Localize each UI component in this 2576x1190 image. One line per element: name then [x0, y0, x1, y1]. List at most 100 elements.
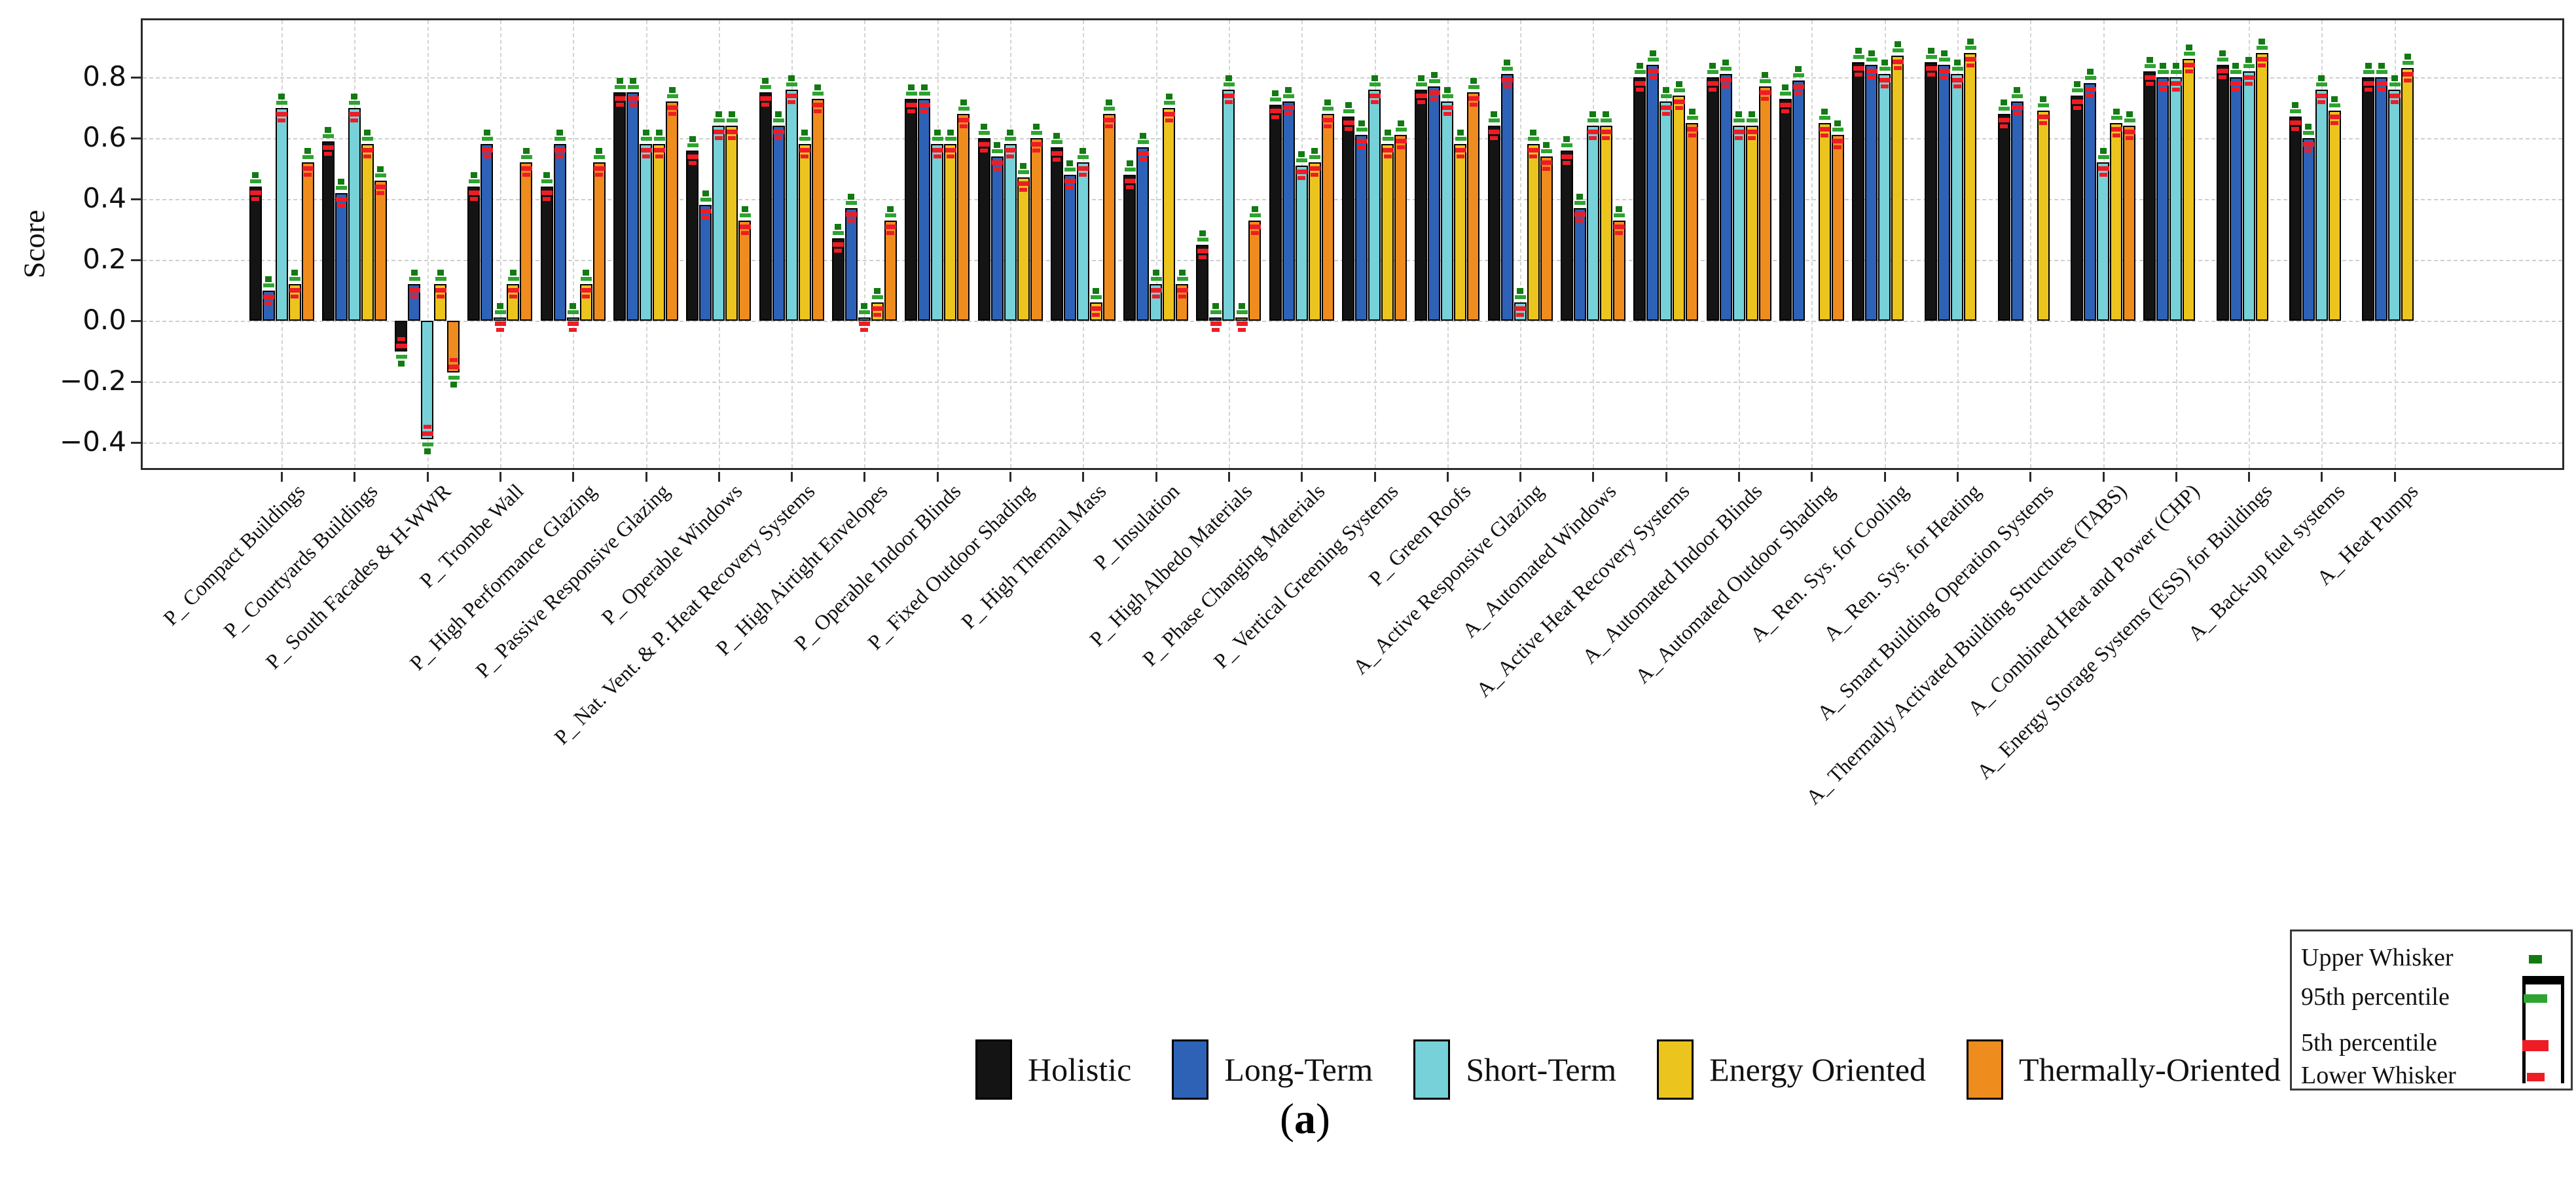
upper-whisker-icon	[1272, 90, 1279, 96]
upper-whisker-icon	[2378, 63, 2385, 69]
lower-whisker-icon	[1709, 88, 1716, 92]
x-axis-tick	[1446, 472, 1449, 482]
bar-holistic	[1706, 77, 1719, 321]
p95-icon	[1442, 94, 1453, 99]
legend-item: Long-Term	[1172, 1039, 1373, 1100]
bar-thermally-oriented	[1176, 284, 1189, 321]
p5-icon	[1686, 126, 1698, 132]
bar-energy-oriented	[2037, 111, 2050, 321]
bar-thermally-oriented	[1540, 156, 1553, 321]
p95-icon	[945, 137, 956, 141]
p5-icon	[1760, 90, 1771, 95]
p5-icon	[1176, 288, 1188, 293]
whisker-bar-outline-icon	[2522, 976, 2564, 1083]
upper-whisker-icon	[994, 141, 1000, 148]
p5-icon	[1647, 69, 1659, 74]
upper-whisker-icon	[1881, 60, 1888, 66]
legend-swatch-long-term	[1172, 1039, 1209, 1100]
upper-whisker-icon	[2219, 50, 2226, 57]
p95-icon	[614, 85, 626, 90]
p95-icon	[1747, 118, 1758, 123]
x-axis-tick	[572, 472, 575, 482]
lower-whisker-icon	[436, 295, 444, 299]
lower-whisker-icon	[1019, 188, 1027, 192]
x-axis-tick	[1738, 472, 1740, 482]
bar-long-term	[1428, 86, 1441, 321]
p5-icon	[1879, 78, 1891, 83]
lower-whisker-icon	[1250, 230, 1259, 235]
upper-whisker-icon	[1722, 60, 1729, 66]
p95-icon	[468, 179, 480, 184]
bar-holistic	[2216, 65, 2229, 321]
bar-holistic	[613, 92, 626, 321]
bar-energy-oriented	[288, 284, 301, 321]
gridline-horizontal	[143, 442, 2562, 444]
bar-thermally-oriented	[301, 162, 314, 321]
bar-long-term	[1063, 174, 1076, 321]
upper-whisker-icon	[2318, 75, 2325, 81]
upper-whisker-icon	[1530, 130, 1537, 136]
p95-icon	[1733, 118, 1745, 123]
p95-icon	[627, 85, 639, 90]
p95-icon	[1428, 79, 1440, 83]
bar-long-term	[2156, 77, 2169, 321]
bar-long-term	[2302, 138, 2315, 321]
upper-whisker-icon	[596, 148, 603, 154]
p5-icon	[653, 148, 665, 153]
p95-icon	[1614, 213, 1625, 217]
lower-whisker-icon	[1490, 136, 1498, 141]
bar-thermally-oriented	[1102, 113, 1116, 321]
upper-whisker-icon	[1066, 160, 1074, 166]
p5-icon	[1561, 154, 1573, 159]
lower-whisker-icon	[337, 203, 346, 207]
p5-icon	[1150, 288, 1162, 293]
p95-icon	[2524, 994, 2547, 1003]
lower-whisker-icon	[1357, 145, 1366, 150]
gridline-horizontal	[143, 321, 2562, 322]
p95-icon	[541, 179, 553, 184]
y-tick-label: 0.2	[82, 243, 126, 275]
p95-icon	[992, 149, 1003, 153]
bar-energy-oriented	[1527, 144, 1540, 321]
bar-short-term	[1586, 126, 1599, 321]
p5-icon	[1382, 148, 1394, 153]
p95-icon	[395, 354, 407, 359]
p95-icon	[568, 310, 579, 315]
lower-whisker-icon	[2232, 88, 2240, 92]
lower-whisker-icon	[1079, 173, 1087, 177]
bar-energy-oriented	[944, 144, 957, 321]
p5-icon	[1574, 211, 1586, 217]
bar-energy-oriented	[1745, 126, 1758, 321]
bar-short-term	[1878, 74, 1891, 321]
bar-long-term	[2010, 101, 2023, 321]
upper-whisker-icon	[642, 130, 649, 136]
p5-icon	[1031, 142, 1042, 147]
lower-whisker-icon	[1602, 136, 1610, 141]
p95-icon	[448, 376, 460, 380]
bar-long-term	[1500, 74, 1514, 321]
p95-icon	[554, 137, 566, 141]
p95-icon	[2303, 131, 2315, 135]
lower-whisker-icon	[1469, 103, 1478, 107]
bar-energy-oriented	[1454, 144, 1467, 321]
lower-whisker-icon	[2291, 127, 2300, 132]
p5-icon	[1078, 166, 1089, 171]
p95-icon	[666, 94, 678, 99]
lower-whisker-icon	[688, 160, 697, 165]
upper-whisker-icon	[1238, 303, 1245, 310]
p5-icon	[885, 224, 897, 229]
lower-whisker-icon	[2125, 136, 2133, 141]
bar-thermally-oriented	[884, 220, 897, 321]
lower-whisker-icon	[569, 328, 577, 333]
upper-whisker-icon	[351, 93, 358, 99]
p5-icon	[833, 242, 844, 247]
p95-icon	[1137, 139, 1149, 144]
p95-icon	[1236, 310, 1248, 315]
bar-energy-oriented	[2328, 111, 2341, 321]
legend-swatch-short-term	[1413, 1039, 1451, 1100]
p5-icon	[1210, 321, 1222, 327]
p95-icon	[375, 173, 387, 178]
p95-icon	[905, 91, 917, 96]
lower-whisker-icon	[727, 136, 736, 141]
p5-icon	[1197, 248, 1208, 253]
